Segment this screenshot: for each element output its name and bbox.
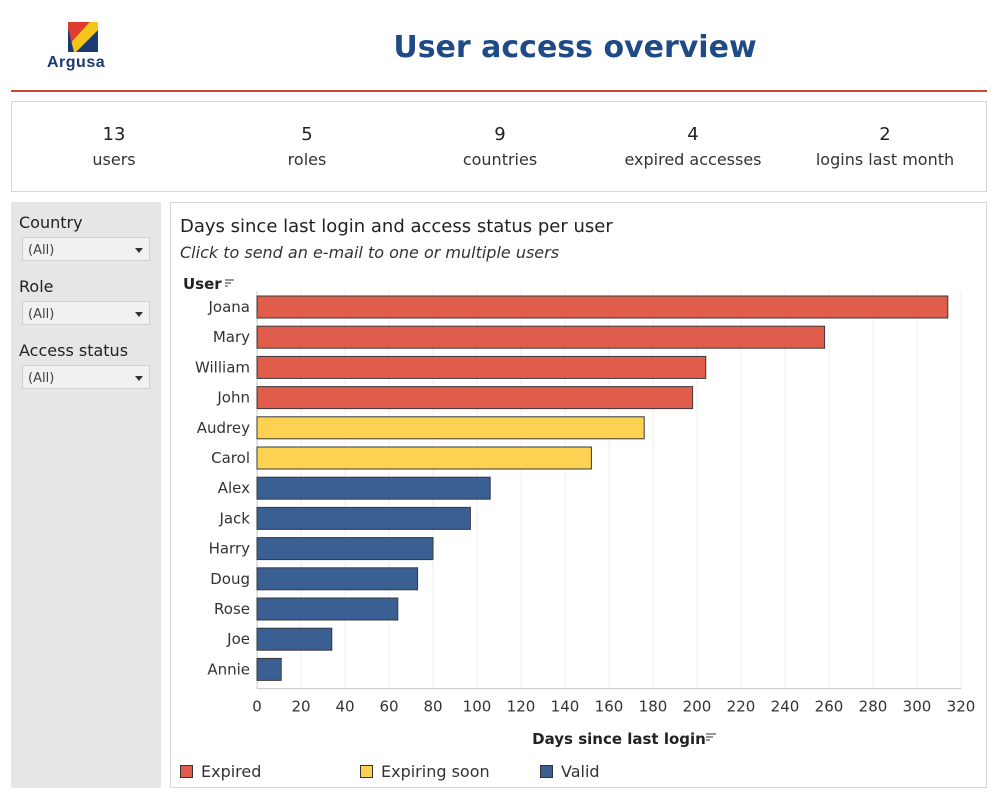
- logo-text: Argusa: [47, 54, 106, 71]
- x-tick-label: 200: [683, 698, 712, 716]
- kpi-label: users: [92, 150, 136, 169]
- category-label: Carol: [211, 449, 250, 467]
- bar-mary[interactable]: [256, 325, 826, 349]
- bar-jack[interactable]: [256, 506, 471, 530]
- kpi-countries: 9 countries: [405, 122, 595, 172]
- x-tick-label: 100: [463, 698, 492, 716]
- legend-item-valid[interactable]: Valid: [540, 760, 600, 782]
- logo-mark-icon: [68, 22, 98, 52]
- legend-item-expiring-soon[interactable]: Expiring soon: [360, 760, 490, 782]
- access-status-filter-value: (All): [28, 371, 55, 386]
- bar-joe[interactable]: [256, 627, 333, 651]
- category-label: John: [216, 389, 250, 407]
- country-filter-dropdown[interactable]: (All): [22, 237, 150, 261]
- kpi-value: 9: [494, 124, 506, 145]
- category-label: Joe: [226, 630, 250, 648]
- category-label: William: [195, 358, 250, 376]
- kpi-label: logins last month: [815, 150, 955, 169]
- x-tick-label: 120: [507, 698, 536, 716]
- kpi-value: 4: [687, 124, 699, 145]
- category-label: Audrey: [197, 419, 250, 437]
- chart-panel: Days since last login and access status …: [170, 202, 987, 788]
- x-tick-label: 160: [595, 698, 624, 716]
- legend-label: Expired: [201, 761, 262, 781]
- x-tick-label: 320: [947, 698, 976, 716]
- legend-label: Expiring soon: [381, 761, 490, 781]
- kpi-roles: 5 roles: [212, 122, 402, 172]
- x-tick-label: 300: [903, 698, 932, 716]
- y-axis-title: User: [183, 275, 222, 293]
- legend-item-expired[interactable]: Expired: [180, 760, 261, 782]
- bar-annie[interactable]: [256, 657, 282, 681]
- category-label: Alex: [218, 479, 250, 497]
- dropdown-arrow-icon: [135, 312, 143, 317]
- page-title: User access overview: [393, 30, 757, 65]
- category-label: Annie: [207, 660, 250, 678]
- x-tick-label: 260: [815, 698, 844, 716]
- x-axis-title: Days since last login: [532, 730, 706, 748]
- country-filter-label: Country: [19, 213, 83, 232]
- kpi-label: countries: [462, 150, 538, 169]
- bar-doug[interactable]: [256, 567, 419, 591]
- bar-john[interactable]: [256, 386, 694, 410]
- header-divider: [11, 90, 987, 92]
- x-tick-label: 240: [771, 698, 800, 716]
- kpi-value: 13: [102, 124, 126, 145]
- dropdown-arrow-icon: [135, 376, 143, 381]
- bar-harry[interactable]: [256, 537, 434, 561]
- role-filter-label: Role: [19, 277, 54, 296]
- bar-alex[interactable]: [256, 476, 491, 500]
- kpi-label: roles: [287, 150, 327, 169]
- x-tick-label: 40: [335, 698, 354, 716]
- legend-swatch: [540, 764, 553, 778]
- kpi-label: expired accesses: [624, 150, 762, 169]
- x-tick-label: 140: [551, 698, 580, 716]
- category-label: Harry: [209, 540, 251, 558]
- category-label: Rose: [214, 600, 250, 618]
- kpi-summary: 13 users 5 roles 9 countries 4 expired a…: [11, 101, 987, 192]
- role-filter-dropdown[interactable]: (All): [22, 301, 150, 325]
- legend-swatch: [360, 764, 373, 778]
- role-filter-value: (All): [28, 307, 55, 322]
- legend-swatch: [180, 764, 193, 778]
- x-tick-label: 280: [859, 698, 888, 716]
- header: Argusa User access overview: [0, 0, 998, 92]
- chart-subtitle: Click to send an e-mail to one or multip…: [180, 243, 560, 262]
- chart-title: Days since last login and access status …: [180, 216, 613, 237]
- bar-carol[interactable]: [256, 446, 592, 470]
- x-tick-label: 80: [423, 698, 442, 716]
- country-filter-value: (All): [28, 243, 55, 258]
- x-tick-label: 220: [727, 698, 756, 716]
- legend-label: Valid: [561, 761, 600, 781]
- kpi-users: 13 users: [19, 122, 209, 172]
- filter-panel: Country (All) Role (All) Access status (…: [11, 202, 161, 788]
- access-status-filter-label: Access status: [19, 341, 129, 360]
- bar-william[interactable]: [256, 355, 707, 379]
- kpi-value: 2: [879, 124, 891, 145]
- x-tick-label: 0: [252, 698, 262, 716]
- kpi-value: 5: [301, 124, 313, 145]
- kpi-expired-accesses: 4 expired accesses: [598, 122, 788, 172]
- category-label: Joana: [208, 298, 251, 316]
- access-status-filter-dropdown[interactable]: (All): [22, 365, 150, 389]
- category-label: Jack: [218, 509, 250, 527]
- dropdown-arrow-icon: [135, 248, 143, 253]
- x-tick-label: 180: [639, 698, 668, 716]
- kpi-logins-last-month: 2 logins last month: [790, 122, 980, 172]
- argusa-logo: Argusa: [44, 22, 124, 74]
- x-tick-label: 60: [379, 698, 398, 716]
- bar-rose[interactable]: [256, 597, 399, 621]
- category-label: Doug: [210, 570, 250, 588]
- bar-audrey[interactable]: [256, 416, 645, 440]
- x-tick-label: 20: [291, 698, 310, 716]
- category-label: Mary: [213, 328, 250, 346]
- bar-joana[interactable]: [256, 295, 949, 319]
- bar-chart: User Joana Mary William John Audrey Carol Alex J…: [183, 275, 976, 748]
